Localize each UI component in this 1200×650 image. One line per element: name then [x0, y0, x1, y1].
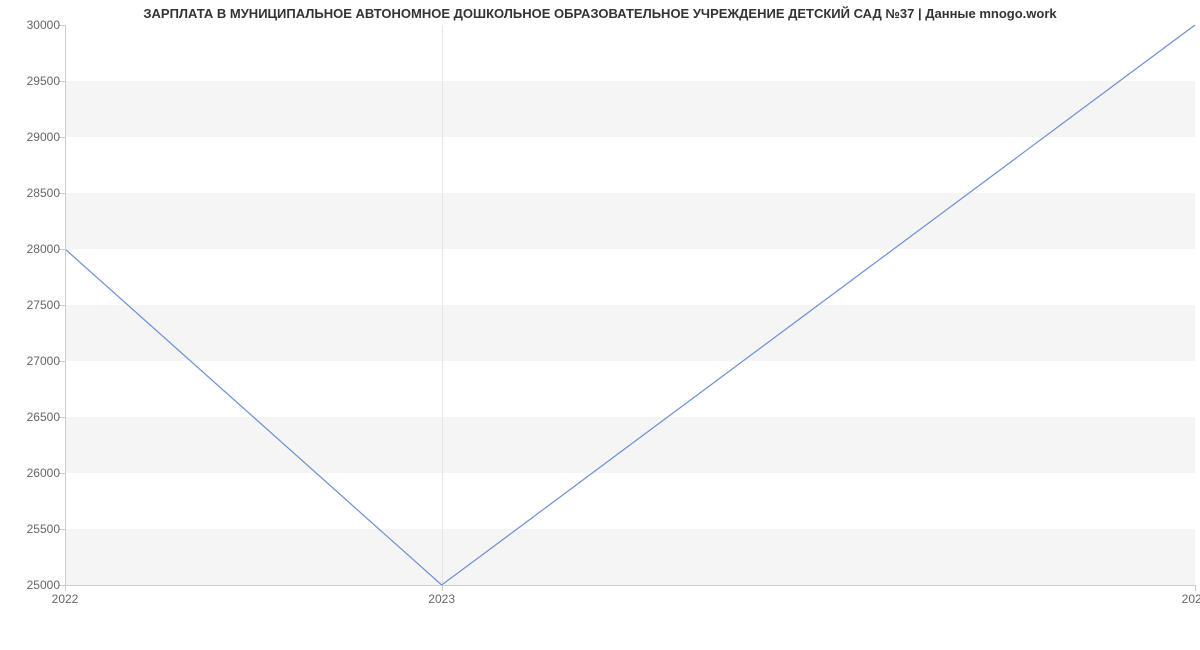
y-axis-label: 27500 — [27, 298, 60, 312]
y-axis-label: 25500 — [27, 522, 60, 536]
y-axis-label: 29000 — [27, 130, 60, 144]
x-tick — [65, 585, 66, 591]
y-axis-label: 26500 — [27, 410, 60, 424]
chart-title: ЗАРПЛАТА В МУНИЦИПАЛЬНОЕ АВТОНОМНОЕ ДОШК… — [0, 6, 1200, 21]
x-tick — [442, 585, 443, 591]
x-axis-line — [65, 585, 1195, 586]
y-axis-label: 29500 — [27, 74, 60, 88]
y-axis-line — [65, 25, 66, 585]
x-axis-label: 2025 — [1182, 592, 1200, 606]
x-axis-label: 2023 — [428, 592, 455, 606]
y-axis-label: 26000 — [27, 466, 60, 480]
line-series — [65, 25, 1195, 585]
y-axis-label: 28000 — [27, 242, 60, 256]
x-axis-label: 2022 — [52, 592, 79, 606]
x-tick — [1195, 585, 1196, 591]
plot-area — [65, 25, 1195, 585]
y-axis-label: 25000 — [27, 578, 60, 592]
y-axis-label: 27000 — [27, 354, 60, 368]
series-line — [65, 25, 1195, 585]
y-axis-label: 30000 — [27, 18, 60, 32]
y-axis-label: 28500 — [27, 186, 60, 200]
